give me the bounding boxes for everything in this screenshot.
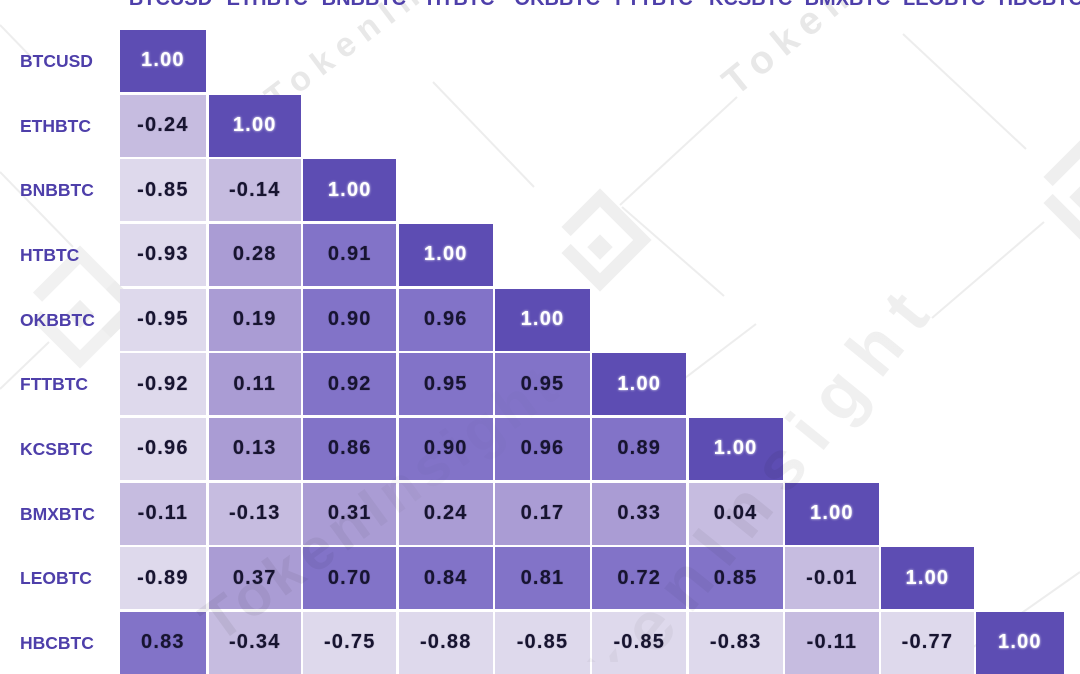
svg-text:TokenInsight: TokenInsight	[715, 0, 1012, 104]
